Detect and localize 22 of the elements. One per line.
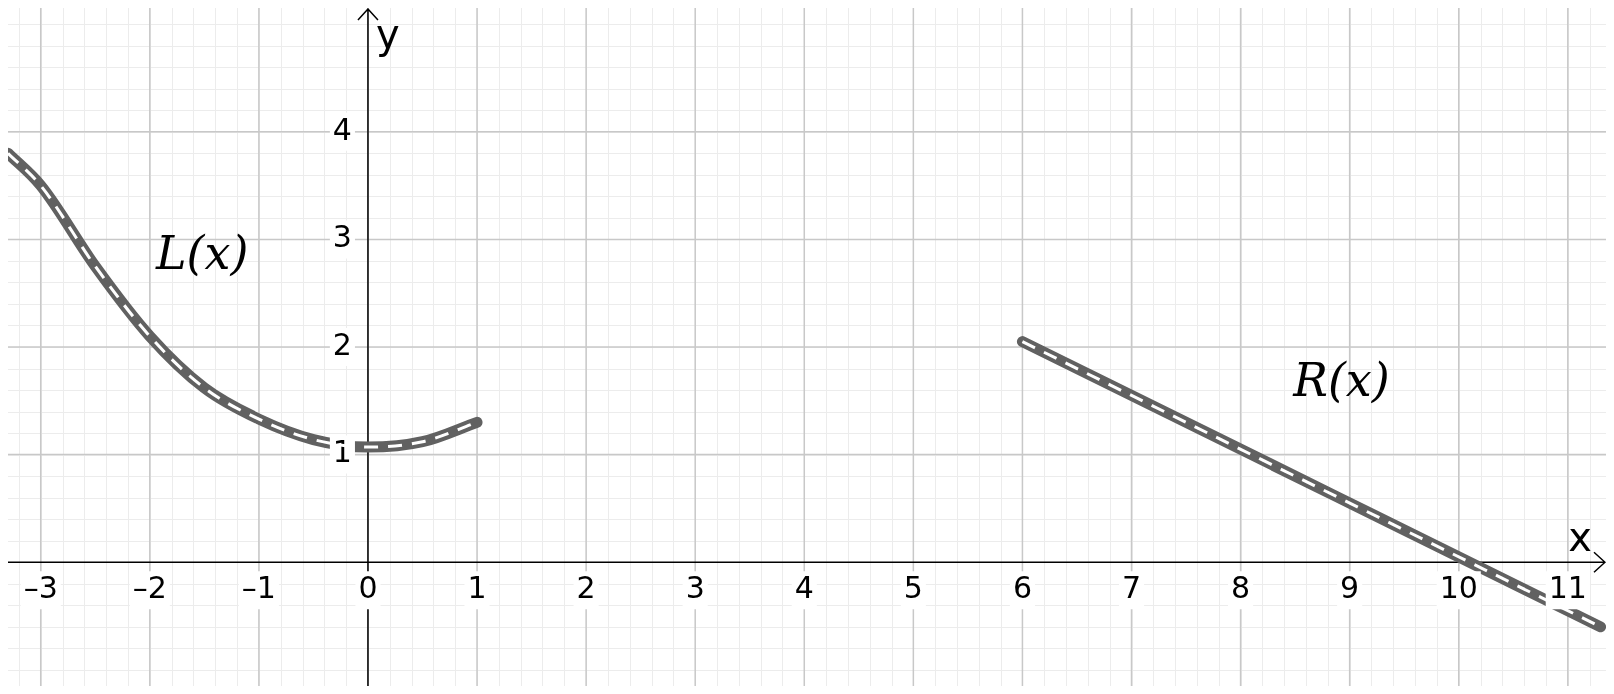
- y-axis-title: y: [375, 11, 400, 58]
- x-tick-label: 9: [1340, 570, 1360, 606]
- x-tick-label: –3: [23, 570, 58, 606]
- x-tick-label: 11: [1548, 570, 1587, 606]
- x-tick-label: 10: [1439, 570, 1478, 606]
- x-tick-label: 0: [358, 570, 378, 606]
- x-tick-label: 6: [1012, 570, 1032, 606]
- y-tick-label: 2: [332, 326, 352, 362]
- x-tick-label: 5: [903, 570, 923, 606]
- x-tick-label: –1: [241, 570, 276, 606]
- x-tick-label: 7: [1121, 570, 1142, 606]
- x-tick-label: 2: [576, 570, 596, 606]
- y-tick-label: 4: [332, 111, 352, 147]
- x-tick-label: 8: [1231, 570, 1251, 606]
- x-tick-label: 1: [467, 570, 487, 606]
- series-label: L(x): [154, 226, 249, 281]
- series-label: R(x): [1292, 353, 1390, 408]
- x-tick-label: 3: [685, 570, 705, 606]
- x-axis-title: x: [1568, 513, 1592, 560]
- x-tick-label: 4: [794, 570, 814, 606]
- x-tick-label: –2: [132, 570, 167, 606]
- y-tick-label: 3: [332, 219, 352, 255]
